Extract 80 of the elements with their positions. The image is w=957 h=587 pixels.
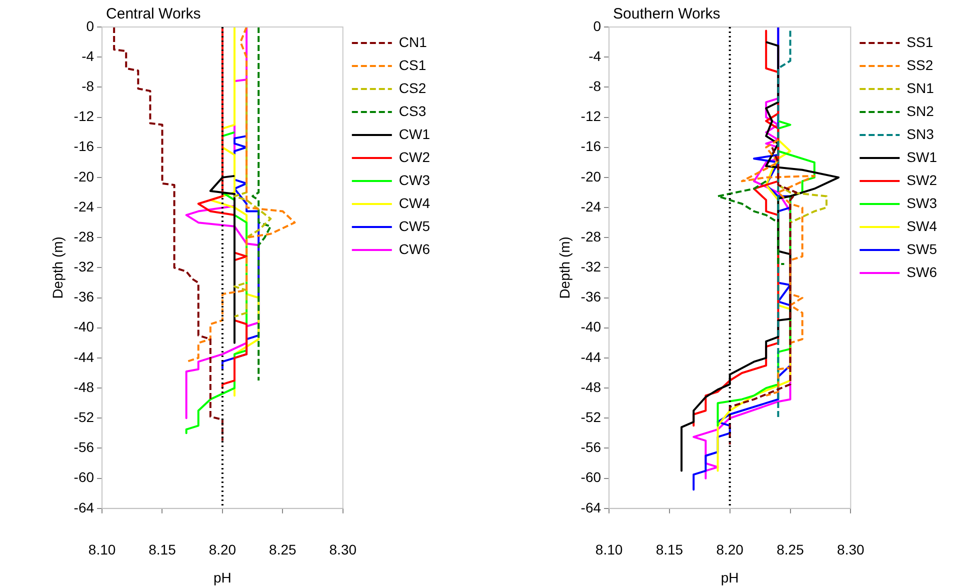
y-tick-label: -4 (588, 48, 602, 64)
line-series (113, 27, 224, 442)
y-tick-label: -28 (580, 228, 602, 244)
y-tick-label: -36 (74, 288, 94, 305)
y-tick-label: -8 (588, 78, 602, 94)
y-tick-label: -64 (74, 499, 94, 516)
y-tick-label: -28 (74, 228, 94, 244)
y-tick-label: -12 (74, 108, 94, 124)
legend-label: SW1 (906, 148, 938, 165)
y-tick-label: -44 (74, 348, 94, 365)
x-tick-label: 8.10 (595, 542, 623, 558)
legend-label: CS1 (398, 56, 426, 73)
legend-label: CW4 (398, 194, 430, 211)
y-tick-label: -60 (580, 469, 602, 486)
legend-label: CS3 (398, 102, 426, 119)
y-tick-label: -32 (74, 258, 94, 275)
y-tick-label: -56 (580, 439, 602, 456)
x-tick-label: 8.20 (716, 542, 744, 558)
y-tick-label: -8 (82, 78, 94, 94)
legend-label: SN3 (906, 126, 934, 142)
y-tick-label: -40 (580, 318, 602, 335)
legend-label: SW6 (906, 264, 938, 280)
legend-label: SS1 (906, 34, 934, 50)
y-tick-label: -32 (580, 258, 602, 275)
y-tick-label: -64 (580, 499, 602, 516)
y-tick-label: -16 (580, 138, 602, 154)
legend-label: CN1 (398, 34, 428, 50)
x-tick-label: 8.10 (88, 542, 116, 558)
line-series (185, 27, 296, 363)
chart-title: Central Works (106, 6, 201, 23)
legend-label: SS2 (906, 56, 934, 73)
y-tick-label: -44 (580, 348, 602, 365)
y-tick-label: -24 (580, 198, 602, 214)
y-tick-label: -24 (74, 198, 94, 214)
legend-label: CW5 (398, 218, 430, 234)
line-series (740, 138, 816, 397)
legend-label: CW1 (398, 126, 430, 142)
x-tick-label: 8.15 (656, 542, 684, 558)
line-series (777, 184, 828, 224)
line-series (728, 146, 798, 446)
y-tick-label: -52 (580, 408, 602, 425)
legend-label: SW5 (906, 240, 938, 257)
y-tick-label: -20 (580, 168, 602, 184)
y-tick-label: -12 (580, 108, 602, 124)
x-axis-title: pH (214, 569, 232, 586)
legend-label: CS2 (398, 80, 426, 96)
y-tick-label: -4 (82, 48, 94, 64)
legend-label: SN1 (906, 80, 934, 96)
y-tick-label: -60 (74, 469, 94, 486)
y-axis-title: Depth (m) (49, 236, 66, 299)
legend-label: SW2 (906, 172, 938, 188)
x-axis-title: pH (720, 569, 739, 586)
y-tick-label: -48 (580, 378, 602, 395)
legend-label: SW4 (906, 218, 938, 234)
y-tick-label: -36 (580, 288, 602, 305)
x-tick-label: 8.25 (776, 542, 804, 558)
x-tick-label: 8.25 (269, 542, 297, 558)
legend-label: CW3 (398, 172, 430, 188)
line-series (234, 82, 272, 318)
line-series (252, 27, 272, 382)
legend-label: CW2 (398, 148, 430, 165)
legend-label: CW6 (398, 240, 430, 257)
legend-label: SN2 (906, 102, 934, 119)
legend-label: SW3 (906, 194, 938, 211)
x-tick-label: 8.20 (208, 542, 236, 558)
y-tick-label: 0 (86, 18, 94, 34)
y-tick-label: -20 (74, 168, 94, 184)
y-tick-label: -56 (74, 439, 94, 456)
y-tick-label: -48 (74, 378, 94, 395)
y-tick-label: -52 (74, 408, 94, 425)
y-tick-label: 0 (593, 18, 602, 34)
chart-title: Southern Works (613, 6, 720, 23)
x-tick-label: 8.30 (837, 542, 864, 558)
y-tick-label: -40 (74, 318, 94, 335)
y-tick-label: -16 (74, 138, 94, 154)
y-axis-title: Depth (m) (556, 236, 572, 299)
x-tick-label: 8.30 (329, 542, 357, 558)
line-series (777, 30, 792, 420)
x-tick-label: 8.15 (148, 542, 176, 558)
line-series (716, 180, 786, 265)
